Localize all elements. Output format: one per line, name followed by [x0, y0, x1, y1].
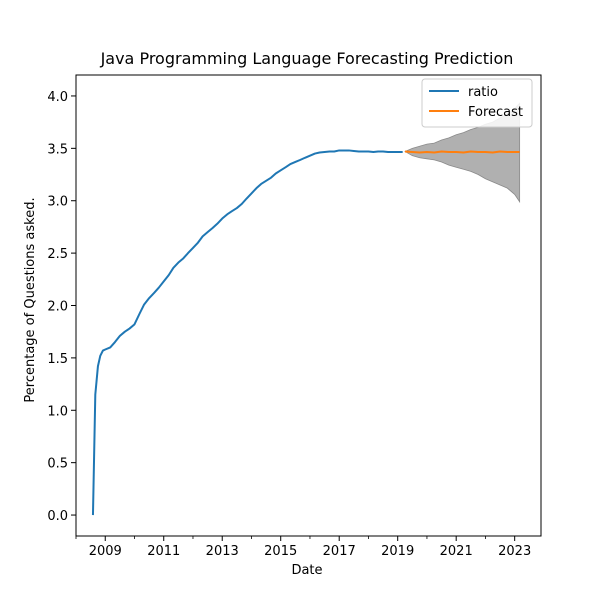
y-tick-label: 2.5: [47, 247, 68, 262]
y-tick-label: 3.5: [47, 142, 68, 157]
y-tick-label: 1.0: [47, 404, 68, 419]
x-tick-label: 2023: [498, 544, 531, 559]
y-axis: 0.0 0.5 1.0 1.5 2.0 2.5 3.0 3.5 4.0: [47, 90, 76, 524]
series-layer: [91, 149, 520, 516]
y-axis-label: Percentage of Questions asked.: [23, 197, 38, 402]
y-tick-label: 0.0: [47, 509, 68, 524]
chart-title: Java Programming Language Forecasting Pr…: [100, 49, 514, 68]
series-line-ratio: [91, 149, 403, 516]
series-line-forecast: [404, 150, 520, 154]
x-axis-label: Date: [291, 563, 322, 578]
x-tick-label: 2015: [264, 544, 297, 559]
x-tick-label: 2019: [381, 544, 414, 559]
x-axis: 2009 2011 2013 2015 2017 2019 2021 2023: [75, 536, 531, 559]
legend-label-forecast: Forecast: [468, 105, 523, 120]
y-tick-label: 1.5: [47, 352, 68, 367]
x-tick-label: 2013: [206, 544, 239, 559]
y-tick-label: 4.0: [47, 90, 68, 105]
y-tick-label: 3.0: [47, 195, 68, 210]
x-tick-label: 2009: [89, 544, 122, 559]
y-tick-label: 2.0: [47, 300, 68, 315]
legend-label-ratio: ratio: [468, 85, 498, 100]
x-tick-label: 2011: [147, 544, 180, 559]
x-tick-label: 2021: [440, 544, 473, 559]
x-tick-label: 2017: [323, 544, 356, 559]
legend: ratio Forecast: [421, 78, 533, 128]
y-tick-label: 0.5: [47, 457, 68, 472]
